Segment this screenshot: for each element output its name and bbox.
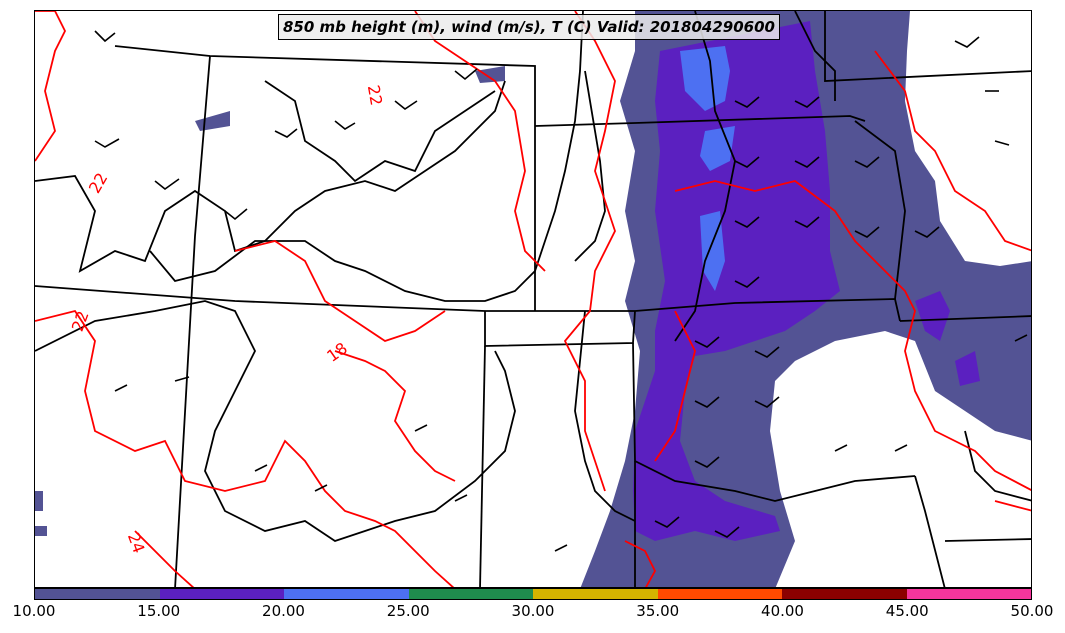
contour-label-group: 22 22 22 18 24	[68, 84, 386, 556]
colorbar-segment	[284, 589, 409, 599]
colorbar-segment	[159, 589, 284, 599]
colorbar-tick-label: 30.00	[511, 602, 555, 620]
contour-label: 18	[323, 339, 351, 366]
colorbar	[34, 588, 1032, 600]
wind-barbs	[94, 30, 1028, 552]
colorbar-tick-label: 10.00	[12, 602, 56, 620]
colorbar-segment	[782, 589, 907, 599]
colorbar-segment	[657, 589, 782, 599]
temperature-contours	[35, 11, 1031, 587]
colorbar-tick-label: 50.00	[1010, 602, 1054, 620]
colorbar-tick-label: 20.00	[262, 602, 305, 620]
contour-label: 22	[364, 84, 386, 107]
colorbar-tick-label: 40.00	[761, 602, 804, 620]
map-panel: 22 22 22 18 24	[34, 10, 1032, 588]
colorbar-tick-label: 25.00	[386, 602, 430, 620]
colorbar-segment	[35, 589, 160, 599]
colorbar-tick-label: 45.00	[885, 602, 929, 620]
colorbar-segment	[533, 589, 658, 599]
contour-label: 22	[85, 169, 112, 196]
state-borders	[35, 11, 1031, 587]
contour-label: 24	[124, 530, 149, 556]
colorbar-segment	[408, 589, 533, 599]
height-contours	[35, 11, 1031, 542]
map-title: 850 mb height (m), wind (m/s), T (C) Val…	[278, 14, 780, 40]
colorbar-tick-label: 15.00	[137, 602, 181, 620]
colorbar-tick-label: 35.00	[636, 602, 680, 620]
colorbar-segment	[906, 589, 1031, 599]
map-canvas: 22 22 22 18 24	[35, 11, 1031, 587]
